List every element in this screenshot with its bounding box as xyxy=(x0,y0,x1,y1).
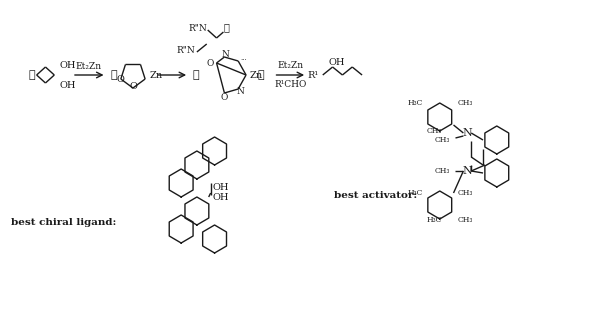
Text: R¹: R¹ xyxy=(308,70,319,79)
Text: R"N: R"N xyxy=(176,45,195,54)
Text: OH: OH xyxy=(213,183,229,192)
Text: H₃C: H₃C xyxy=(408,99,423,107)
Text: OH: OH xyxy=(213,193,229,201)
Text: N: N xyxy=(462,166,472,176)
Text: N: N xyxy=(462,128,472,138)
Text: Zn: Zn xyxy=(250,70,263,79)
Text: CH₃: CH₃ xyxy=(458,216,473,224)
Text: ★: ★ xyxy=(193,70,199,80)
Text: O: O xyxy=(129,82,137,91)
Text: CH₃: CH₃ xyxy=(426,127,442,135)
Text: N: N xyxy=(222,49,229,58)
Text: O: O xyxy=(206,58,214,67)
Text: H₃C: H₃C xyxy=(408,189,423,197)
Text: ...: ... xyxy=(240,54,247,62)
Text: H₃C: H₃C xyxy=(426,216,442,224)
Text: best chiral ligand:: best chiral ligand: xyxy=(11,218,117,226)
Text: O: O xyxy=(221,92,228,101)
Text: Zn: Zn xyxy=(150,70,163,79)
Text: N: N xyxy=(236,87,244,95)
Text: R¹CHO: R¹CHO xyxy=(274,79,306,88)
Text: R"N: R"N xyxy=(188,23,206,32)
Text: OH: OH xyxy=(59,61,76,70)
Text: O: O xyxy=(117,74,125,83)
Text: OH: OH xyxy=(328,57,345,66)
Text: ★: ★ xyxy=(111,70,117,80)
Text: CH₃: CH₃ xyxy=(434,167,450,175)
Text: CH₃: CH₃ xyxy=(434,136,450,144)
Text: Et₂Zn: Et₂Zn xyxy=(76,61,102,70)
Text: CH₃: CH₃ xyxy=(458,99,473,107)
Text: CH₃: CH₃ xyxy=(458,189,473,197)
Text: OH: OH xyxy=(59,81,76,90)
Text: ★: ★ xyxy=(28,70,35,80)
Text: best activator:: best activator: xyxy=(334,191,417,200)
Text: ★: ★ xyxy=(223,23,229,32)
Text: Et₂Zn: Et₂Zn xyxy=(278,61,303,70)
Text: ★: ★ xyxy=(258,70,264,80)
